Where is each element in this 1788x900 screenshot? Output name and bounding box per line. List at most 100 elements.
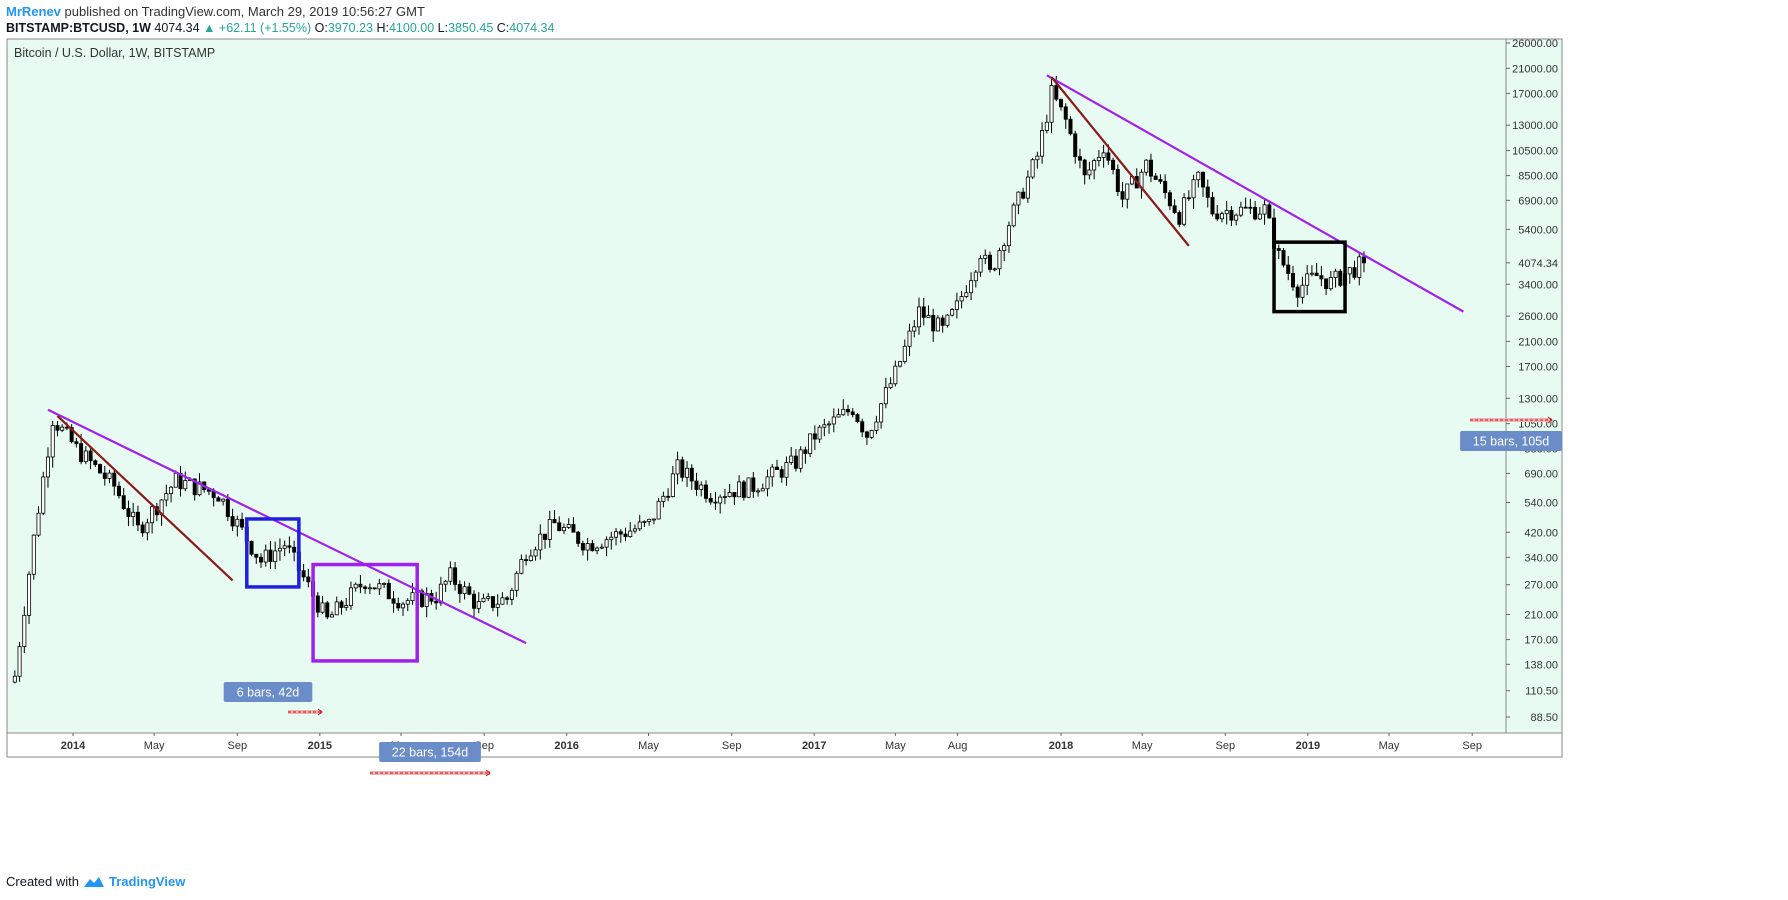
candle bbox=[1002, 243, 1007, 262]
candle bbox=[330, 611, 335, 618]
black-range-box[interactable] bbox=[1272, 240, 1347, 314]
candle-up bbox=[675, 459, 680, 475]
candle-down bbox=[713, 501, 718, 504]
candle-down bbox=[306, 576, 311, 583]
time-tick-label: Sep bbox=[1216, 740, 1236, 752]
candle-up bbox=[637, 521, 642, 530]
range-label-bg[interactable] bbox=[379, 742, 481, 762]
candle-down bbox=[126, 508, 131, 517]
candle bbox=[164, 484, 169, 507]
blue-range-box[interactable] bbox=[245, 517, 301, 589]
candle-up bbox=[320, 602, 325, 613]
candle-up bbox=[509, 589, 514, 600]
time-tick-label: Sep bbox=[722, 740, 742, 752]
candle bbox=[827, 420, 832, 434]
candle bbox=[1248, 198, 1253, 214]
candle bbox=[921, 297, 926, 326]
candle bbox=[88, 446, 93, 470]
candle bbox=[926, 305, 931, 318]
tradingview-brand[interactable]: TradingView bbox=[108, 874, 186, 889]
candle-up bbox=[348, 587, 353, 606]
candle-up bbox=[888, 383, 893, 388]
candle bbox=[467, 582, 472, 596]
range-label-bg[interactable] bbox=[223, 682, 313, 702]
candle bbox=[950, 308, 955, 317]
candle bbox=[784, 456, 789, 486]
candle-up bbox=[367, 587, 372, 590]
candle bbox=[902, 339, 907, 364]
candle-up bbox=[221, 498, 226, 502]
candle-up bbox=[628, 530, 633, 537]
plot-area[interactable] bbox=[6, 38, 1507, 734]
candle-down bbox=[358, 583, 363, 588]
price-axis[interactable] bbox=[1505, 38, 1563, 734]
candle-down bbox=[571, 524, 576, 533]
candle-up bbox=[789, 455, 794, 463]
candle-up bbox=[197, 481, 202, 496]
candle bbox=[1205, 179, 1210, 208]
candle-down bbox=[1177, 212, 1182, 225]
candle-up bbox=[935, 317, 940, 332]
candle bbox=[83, 446, 88, 465]
candle bbox=[1087, 161, 1092, 180]
time-tick-label: 2014 bbox=[61, 740, 86, 752]
candle-up bbox=[1357, 256, 1362, 278]
candle bbox=[1063, 103, 1068, 129]
candle bbox=[254, 553, 259, 564]
candle-up bbox=[950, 309, 955, 316]
candle bbox=[571, 517, 576, 533]
candle bbox=[718, 494, 723, 514]
price-tick-label: 340.00 bbox=[1524, 552, 1558, 564]
candle bbox=[1290, 265, 1295, 291]
time-tick-label: 2017 bbox=[802, 740, 826, 752]
candle bbox=[1238, 201, 1243, 218]
candle-up bbox=[836, 414, 841, 418]
candle-up bbox=[661, 495, 666, 502]
candle-up bbox=[12, 675, 17, 683]
candle-down bbox=[1361, 256, 1366, 264]
candle-down bbox=[225, 498, 230, 517]
range-arrow-icon bbox=[485, 769, 491, 777]
candle-up bbox=[737, 481, 742, 498]
price-tick-label: 10500.00 bbox=[1512, 146, 1558, 158]
candle bbox=[1324, 278, 1329, 296]
purple-trendline[interactable] bbox=[1046, 74, 1464, 313]
candle bbox=[31, 534, 36, 580]
brown-trendline[interactable] bbox=[1050, 76, 1190, 247]
brown-trendline[interactable] bbox=[56, 415, 234, 582]
candle-down bbox=[580, 542, 585, 551]
candle-down bbox=[55, 425, 60, 431]
candle bbox=[557, 516, 562, 532]
candle-down bbox=[524, 559, 529, 561]
candle bbox=[604, 536, 609, 557]
candle bbox=[1262, 199, 1267, 225]
candle bbox=[1111, 157, 1116, 175]
candle bbox=[1319, 266, 1324, 287]
author-link[interactable]: MrRenev bbox=[6, 4, 61, 19]
candle-up bbox=[879, 403, 884, 423]
candle bbox=[964, 285, 969, 299]
candle bbox=[651, 518, 656, 525]
candle bbox=[386, 579, 391, 600]
candle bbox=[320, 596, 325, 614]
candle-up bbox=[1044, 121, 1049, 131]
price-tick-label: 5400.00 bbox=[1518, 224, 1558, 236]
range-label-bg[interactable] bbox=[1460, 431, 1562, 451]
candle bbox=[808, 433, 813, 458]
candle-up bbox=[27, 573, 32, 616]
purple-range-box[interactable] bbox=[311, 562, 419, 663]
candle bbox=[1182, 193, 1187, 227]
candle bbox=[1096, 150, 1101, 167]
time-axis[interactable] bbox=[6, 732, 1563, 758]
price-tick-label: 420.00 bbox=[1524, 527, 1558, 539]
candle-down bbox=[1281, 250, 1286, 266]
candle-down bbox=[457, 584, 462, 595]
symbol-label: BITSTAMP:BTCUSD, 1W bbox=[6, 21, 151, 35]
candle-down bbox=[1082, 159, 1087, 176]
candle-up bbox=[1049, 85, 1054, 123]
candle bbox=[997, 247, 1002, 276]
candle bbox=[741, 480, 746, 501]
candle bbox=[860, 418, 865, 438]
purple-trendline[interactable] bbox=[47, 408, 527, 645]
